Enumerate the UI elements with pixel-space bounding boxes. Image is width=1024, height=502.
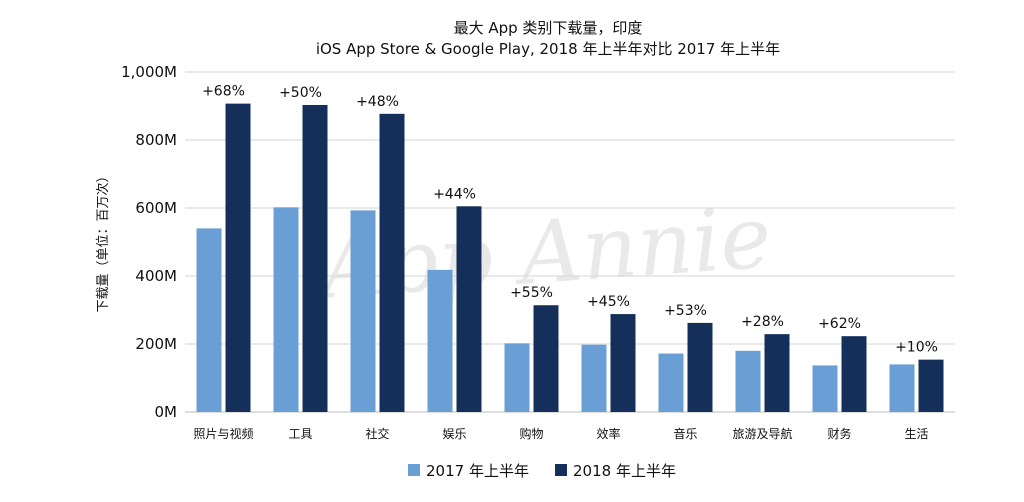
growth-label: +62%	[818, 316, 861, 332]
bar-2017h1	[581, 344, 607, 412]
bar-2017h1	[658, 353, 684, 412]
legend-swatch	[408, 464, 420, 476]
bar-2018h1	[687, 322, 713, 412]
bar-2018h1	[379, 113, 405, 412]
x-tick-label: 效率	[596, 426, 620, 441]
bar-2018h1	[533, 305, 559, 412]
bar-2018h1	[610, 314, 636, 412]
x-tick-label: 娱乐	[442, 427, 466, 441]
growth-label: +44%	[433, 186, 476, 202]
bar-2017h1	[735, 350, 761, 412]
growth-label: +50%	[279, 85, 322, 101]
growth-label: +53%	[664, 303, 707, 319]
x-tick-label: 购物	[519, 426, 543, 441]
bar-2017h1	[427, 269, 453, 412]
chart-title: 最大 App 类别下载量，印度	[454, 19, 643, 37]
y-tick-label: 400M	[135, 267, 177, 285]
y-tick-label: 600M	[135, 199, 177, 217]
x-tick-label: 财务	[827, 426, 851, 441]
y-tick-label: 1,000M	[121, 63, 177, 81]
growth-label: +28%	[741, 314, 784, 330]
y-tick-label: 200M	[135, 335, 177, 353]
legend-label: 2017 年上半年	[426, 462, 529, 480]
bar-2017h1	[273, 207, 299, 412]
growth-label: +10%	[895, 340, 938, 356]
x-tick-label: 照片与视频	[193, 426, 253, 441]
legend: 2017 年上半年 2018 年上半年	[408, 462, 676, 480]
growth-label: +45%	[587, 294, 630, 310]
bar-2018h1	[302, 104, 328, 412]
bar-2017h1	[504, 343, 530, 412]
bar-2018h1	[841, 336, 867, 412]
bar-2018h1	[764, 334, 790, 412]
y-tick-label: 800M	[135, 131, 177, 149]
growth-label: +55%	[510, 285, 553, 301]
bar-2018h1	[225, 103, 251, 413]
x-tick-label: 旅游及导航	[732, 426, 792, 441]
x-tick-label: 社交	[365, 426, 389, 441]
y-tick-label: 0M	[155, 403, 178, 421]
bar-2017h1	[196, 228, 222, 412]
x-tick-label: 工具	[288, 427, 312, 441]
growth-label: +48%	[356, 94, 399, 110]
bar-2017h1	[889, 364, 915, 412]
bar-2017h1	[812, 365, 838, 412]
growth-label: +68%	[202, 84, 245, 100]
y-axis-label: 下载量（单位：百万次）	[95, 169, 111, 312]
chart-subtitle: iOS App Store & Google Play, 2018 年上半年对比…	[316, 40, 780, 58]
legend-label: 2018 年上半年	[573, 462, 676, 480]
bar-2017h1	[350, 210, 376, 412]
bar-2018h1	[918, 359, 944, 412]
legend-swatch	[555, 464, 567, 476]
x-tick-label: 生活	[904, 427, 928, 441]
bar-2018h1	[456, 206, 482, 412]
x-tick-label: 音乐	[673, 426, 697, 441]
